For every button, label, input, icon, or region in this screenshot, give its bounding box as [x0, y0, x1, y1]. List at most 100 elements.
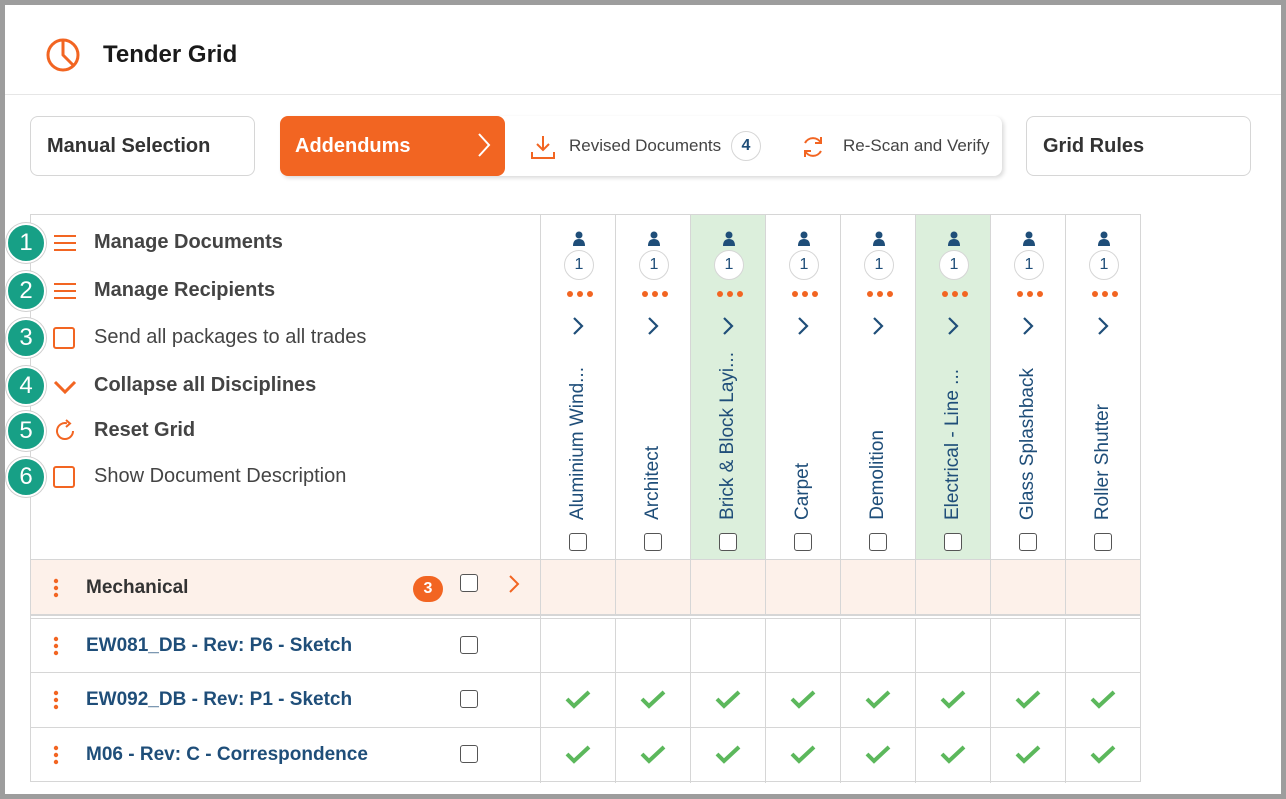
trade-column-checkbox[interactable] [1094, 533, 1112, 551]
more-options-icon[interactable] [1090, 290, 1120, 298]
document-label[interactable]: EW081_DB - Rev: P6 - Sketch [86, 635, 353, 656]
grid-rules-button[interactable]: Grid Rules [1026, 116, 1251, 176]
kebab-menu-icon[interactable] [53, 690, 59, 710]
more-options-icon[interactable] [715, 290, 745, 298]
trade-column-checkbox[interactable] [869, 533, 887, 551]
grid-cell[interactable] [990, 728, 1065, 783]
step-revised-documents[interactable]: Revised Documents [530, 116, 775, 176]
manage-documents-item[interactable]: 1 Manage Documents [6, 223, 511, 263]
show-description-checkbox[interactable] [53, 466, 75, 488]
grid-cell[interactable] [915, 619, 990, 673]
grid-cell[interactable] [540, 728, 615, 783]
document-row[interactable]: EW092_DB - Rev: P1 - Sketch [31, 672, 1140, 728]
refresh-icon [56, 419, 75, 440]
grid-cell[interactable] [1065, 619, 1140, 673]
chevron-right-icon[interactable] [722, 316, 734, 336]
grid-cell[interactable] [765, 673, 840, 728]
person-icon [948, 231, 960, 246]
grid-cell[interactable] [690, 673, 765, 728]
grid-cell[interactable] [540, 673, 615, 728]
recipient-count[interactable]: 1 [1014, 250, 1044, 280]
document-checkbox[interactable] [460, 690, 478, 708]
trade-column-label: Brick & Block Layi... [717, 352, 738, 520]
grid-cell[interactable] [765, 728, 840, 783]
grid-cell[interactable] [915, 673, 990, 728]
grid-cell[interactable] [765, 619, 840, 673]
person-icon [573, 231, 585, 246]
show-description-item[interactable]: 6 Show Document Description [6, 457, 511, 497]
recipient-count[interactable]: 1 [1089, 250, 1119, 280]
chevron-right-icon[interactable] [797, 316, 809, 336]
trade-column-checkbox[interactable] [719, 533, 737, 551]
grid-cell[interactable] [1065, 673, 1140, 728]
manual-selection-button[interactable]: Manual Selection [30, 116, 255, 176]
trade-column-checkbox[interactable] [644, 533, 662, 551]
kebab-menu-icon[interactable] [53, 636, 59, 656]
chevron-right-icon[interactable] [947, 316, 959, 336]
trade-column-checkbox[interactable] [1019, 533, 1037, 551]
check-icon [565, 745, 591, 764]
chevron-right-icon[interactable] [872, 316, 884, 336]
workflow-stepper: Addendums Revised Documents 4 Re-Scan an… [280, 116, 1002, 176]
grid-cell[interactable] [840, 619, 915, 673]
recipient-count[interactable]: 1 [939, 250, 969, 280]
document-checkbox[interactable] [460, 636, 478, 654]
kebab-menu-icon[interactable] [53, 578, 59, 598]
step-addendums[interactable]: Addendums [280, 116, 505, 176]
trade-column-checkbox[interactable] [944, 533, 962, 551]
step-rescan-verify[interactable]: Re-Scan and Verify [800, 116, 1000, 176]
chevron-right-icon[interactable] [647, 316, 659, 336]
grid-cell[interactable] [840, 728, 915, 783]
grid-cell[interactable] [615, 673, 690, 728]
recipient-count[interactable]: 1 [639, 250, 669, 280]
revised-count-badge: 4 [731, 131, 761, 161]
trade-column-label: Demolition [867, 430, 888, 520]
chevron-right-icon[interactable] [508, 574, 520, 594]
document-label[interactable]: M06 - Rev: C - Correspondence [86, 744, 368, 765]
more-options-icon[interactable] [1015, 290, 1045, 298]
person-icon [1023, 231, 1035, 246]
discipline-checkbox[interactable] [460, 574, 478, 592]
reset-grid-item[interactable]: 5 Reset Grid [6, 411, 511, 451]
grid-cell[interactable] [1065, 728, 1140, 783]
document-row[interactable]: EW081_DB - Rev: P6 - Sketch [31, 618, 1140, 673]
document-row[interactable]: M06 - Rev: C - Correspondence [31, 727, 1140, 783]
grid-cell[interactable] [990, 619, 1065, 673]
check-icon [1090, 690, 1116, 709]
discipline-row-mechanical[interactable]: Mechanical 3 [31, 559, 1140, 616]
more-options-icon[interactable] [940, 290, 970, 298]
grid-cell[interactable] [840, 673, 915, 728]
chevron-right-icon[interactable] [572, 316, 584, 336]
document-checkbox[interactable] [460, 745, 478, 763]
download-icon [531, 136, 555, 159]
manage-recipients-label: Manage Recipients [94, 279, 276, 301]
more-options-icon[interactable] [565, 290, 595, 298]
send-all-packages-checkbox[interactable] [53, 327, 75, 349]
more-options-icon[interactable] [790, 290, 820, 298]
manage-recipients-item[interactable]: 2 Manage Recipients [6, 271, 511, 311]
grid-cell[interactable] [615, 619, 690, 673]
grid-cell[interactable] [690, 619, 765, 673]
chevron-right-icon [478, 133, 491, 157]
collapse-all-disciplines-item[interactable]: 4 Collapse all Disciplines [6, 366, 511, 406]
chevron-right-icon[interactable] [1022, 316, 1034, 336]
document-label[interactable]: EW092_DB - Rev: P1 - Sketch [86, 689, 353, 710]
check-icon [715, 690, 741, 709]
recipient-count[interactable]: 1 [564, 250, 594, 280]
grid-cell[interactable] [540, 619, 615, 673]
trade-column-checkbox[interactable] [794, 533, 812, 551]
grid-cell[interactable] [990, 673, 1065, 728]
grid-cell[interactable] [615, 728, 690, 783]
step-number-badge: 5 [6, 411, 46, 451]
grid-cell[interactable] [915, 728, 990, 783]
send-all-packages-item[interactable]: 3 Send all packages to all trades [6, 318, 511, 358]
recipient-count[interactable]: 1 [864, 250, 894, 280]
recipient-count[interactable]: 1 [789, 250, 819, 280]
chevron-right-icon[interactable] [1097, 316, 1109, 336]
more-options-icon[interactable] [865, 290, 895, 298]
trade-column-checkbox[interactable] [569, 533, 587, 551]
grid-cell[interactable] [690, 728, 765, 783]
recipient-count[interactable]: 1 [714, 250, 744, 280]
kebab-menu-icon[interactable] [53, 745, 59, 765]
more-options-icon[interactable] [640, 290, 670, 298]
